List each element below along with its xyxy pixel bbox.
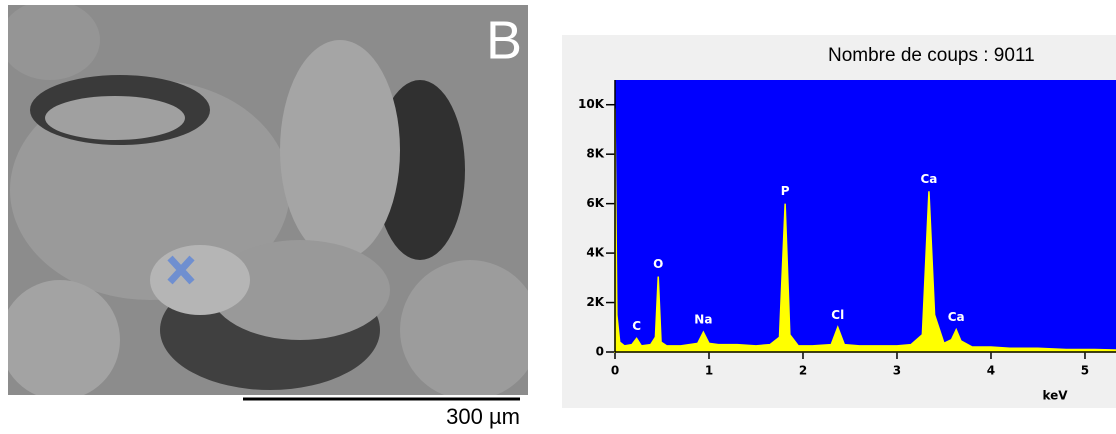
x-tick-label: 4: [987, 364, 995, 378]
y-tick-label: 4K: [586, 246, 604, 260]
spectrum: [614, 108, 1116, 353]
x-tick-label: 5: [1081, 364, 1089, 378]
peak-label: Ca: [948, 310, 965, 324]
x-tick-label: 2: [799, 364, 807, 378]
x-tick-label: 0: [611, 364, 619, 378]
panel-label: B: [486, 10, 522, 70]
y-tick-label: 10K: [578, 97, 605, 111]
peak-label: O: [653, 257, 663, 271]
x-tick-label: 1: [705, 364, 713, 378]
plot-area: [615, 80, 1116, 352]
y-tick-label: 6K: [586, 196, 604, 210]
peak-label: P: [781, 184, 790, 198]
x-tick-label: 3: [893, 364, 901, 378]
y-tick-label: 2K: [586, 295, 604, 309]
y-tick-label: 8K: [586, 147, 604, 161]
peak-label: Na: [694, 313, 712, 327]
sem-image: B: [8, 5, 528, 395]
chart-title: Nombre de coups : 9011: [828, 45, 1035, 66]
peak-label: Cl: [831, 308, 844, 322]
peak-label: Ca: [920, 172, 937, 186]
peak-label: C: [632, 319, 641, 333]
scale-label: 300 µm: [446, 404, 520, 429]
y-tick-label: 0: [596, 345, 604, 359]
x-axis-label: keV: [1042, 389, 1068, 403]
